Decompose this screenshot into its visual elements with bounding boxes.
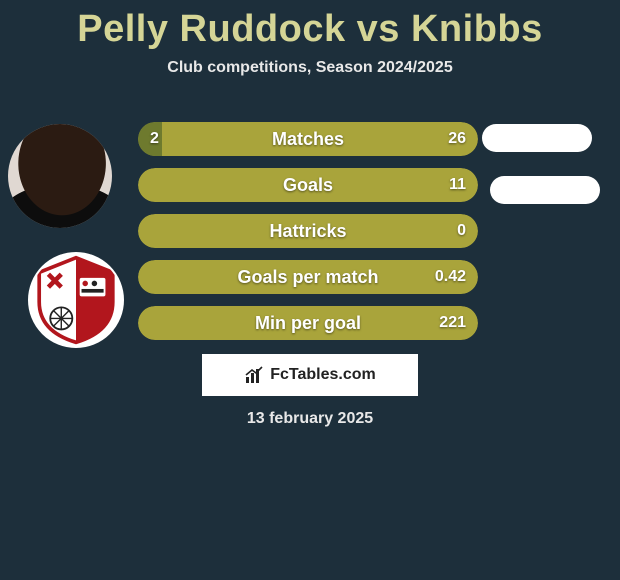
player-right-pill-1 [482, 124, 592, 152]
stat-bar: Matches2 26 [138, 122, 478, 156]
bar-value-right: 221 [439, 306, 466, 340]
page-subtitle: Club competitions, Season 2024/2025 [0, 59, 620, 77]
bar-value-right: 26 [448, 122, 466, 156]
stat-bar: Min per goal221 [138, 306, 478, 340]
avatar-placeholder-icon [8, 124, 112, 228]
page-title: Pelly Ruddock vs Knibbs [0, 0, 620, 51]
bar-value-left: 2 [150, 122, 159, 156]
stat-bar: Hattricks0 [138, 214, 478, 248]
bar-label: Min per goal [138, 306, 478, 340]
stat-bar: Goals per match0.42 [138, 260, 478, 294]
brand-text: FcTables.com [270, 366, 376, 384]
bar-label: Goals [138, 168, 478, 202]
stats-bars: Matches2 26 Goals11 Hattricks0 Goals per mat… [138, 122, 478, 352]
bar-label: Goals per match [138, 260, 478, 294]
brand-badge[interactable]: FcTables.com [202, 354, 418, 396]
player-right-pill-2 [490, 176, 600, 204]
player-right-crest [28, 252, 124, 348]
bar-value-right: 0.42 [435, 260, 466, 294]
chart-icon [244, 365, 264, 385]
bar-label: Matches [138, 122, 478, 156]
bar-value-right: 0 [457, 214, 466, 248]
stat-bar: Goals11 [138, 168, 478, 202]
date-label: 13 february 2025 [0, 410, 620, 428]
bar-value-right: 11 [449, 168, 466, 202]
player-left-avatar [8, 124, 112, 228]
club-crest-icon [30, 254, 122, 346]
bar-label: Hattricks [138, 214, 478, 248]
